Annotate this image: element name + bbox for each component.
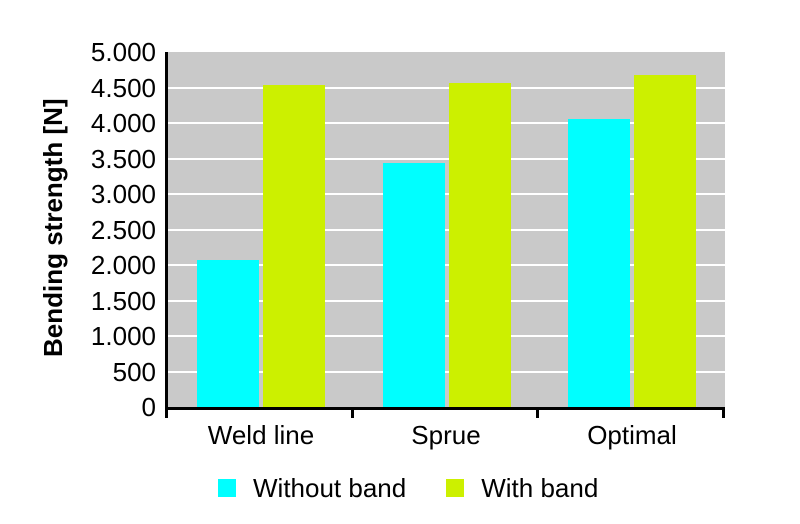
gridline xyxy=(168,335,725,337)
bar-with-band xyxy=(449,83,511,407)
gridline xyxy=(168,86,725,89)
bar-without-band xyxy=(383,163,445,407)
gridline xyxy=(168,228,725,231)
legend-label-with-band: With band xyxy=(481,473,599,503)
x-axis-tick xyxy=(165,410,168,418)
y-tick-label: 4.500 xyxy=(90,73,156,103)
bar-without-band xyxy=(568,119,630,407)
legend-label-without-band: Without band xyxy=(253,473,407,503)
y-tick-label: 1.500 xyxy=(90,286,156,316)
x-axis-tick xyxy=(536,410,539,418)
legend-swatch-without-band xyxy=(218,479,236,497)
y-tick-label: 5.000 xyxy=(90,37,156,67)
y-tick-label: 3.000 xyxy=(90,179,156,209)
legend-item: With band xyxy=(446,475,598,501)
gridline xyxy=(168,299,725,302)
y-tick-label: 3.500 xyxy=(90,144,156,174)
plot-area xyxy=(165,52,725,410)
y-tick-label: 1.000 xyxy=(90,321,156,351)
x-axis-tick xyxy=(351,410,354,418)
gridline xyxy=(168,264,725,266)
y-tick-label: 0 xyxy=(141,392,156,422)
gridline xyxy=(168,157,725,160)
legend-item: Without band xyxy=(218,475,406,501)
legend-swatch-with-band xyxy=(446,479,465,497)
bar-with-band xyxy=(263,85,325,407)
gridline xyxy=(168,122,725,124)
x-category-label: Sprue xyxy=(411,420,481,450)
x-axis-tick xyxy=(722,410,725,418)
gridline xyxy=(168,370,725,373)
gridline xyxy=(168,193,725,195)
x-category-label: Weld line xyxy=(207,420,315,450)
y-tick-label: 4.000 xyxy=(90,108,156,138)
chart-legend: Without band With band xyxy=(218,475,598,501)
y-tick-label: 500 xyxy=(112,357,156,387)
bar-without-band xyxy=(197,260,259,407)
x-category-label: Optimal xyxy=(587,420,677,450)
y-tick-label: 2.000 xyxy=(90,250,156,280)
y-tick-label: 2.500 xyxy=(90,215,156,245)
bar-with-band xyxy=(634,75,696,407)
